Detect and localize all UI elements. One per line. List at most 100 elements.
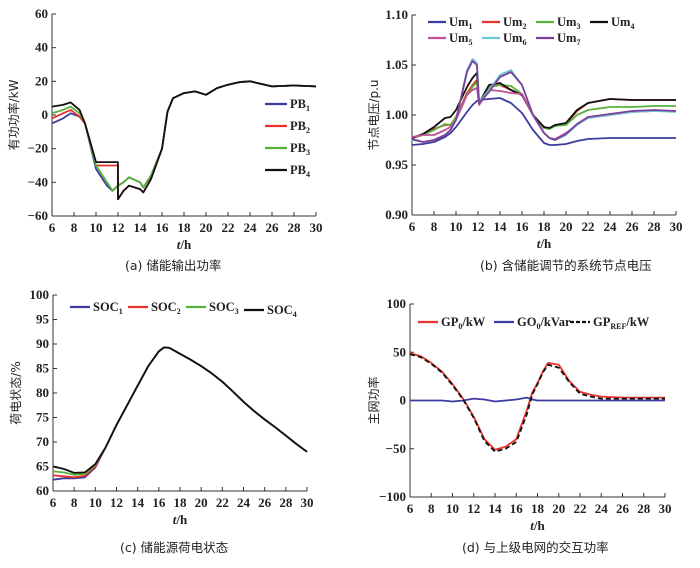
series-line-pb1 (51, 80, 317, 192)
series-line-gpref (409, 353, 665, 453)
y-tick-label: 95 (36, 312, 50, 327)
x-tick-label: 10 (446, 501, 459, 516)
series-line-pb2 (51, 80, 317, 201)
x-tick-label: 6 (409, 219, 416, 234)
x-axis-label: t/h (530, 518, 545, 533)
x-tick-label: 18 (531, 501, 545, 516)
x-tick-label: 28 (648, 219, 662, 234)
legend-label: GP0/kW (441, 315, 486, 331)
x-tick-label: 22 (582, 219, 595, 234)
x-tick-label: 8 (71, 220, 78, 235)
y-tick-label: 1.00 (385, 107, 408, 122)
y-tick-label: 60 (35, 6, 48, 21)
legend-label: Um2 (503, 15, 526, 31)
x-tick-label: 22 (222, 220, 235, 235)
series-line-soc4 (52, 346, 308, 474)
y-tick-label: 100 (30, 287, 50, 302)
x-axis-label: t/h (177, 237, 192, 252)
y-tick-label: 50 (393, 344, 406, 359)
y-tick-label: 100 (387, 296, 407, 311)
x-tick-label: 10 (90, 220, 103, 235)
x-tick-label: 10 (89, 495, 102, 510)
x-tick-label: 28 (637, 501, 651, 516)
y-axis-label: 荷电状态/% (9, 361, 23, 424)
x-tick-label: 14 (131, 495, 145, 510)
x-tick-label: 6 (49, 220, 56, 235)
legend-label: SOC4 (267, 303, 297, 319)
legend-label: PB3 (290, 141, 310, 157)
series-line-um1 (411, 97, 676, 146)
series-line-pb3 (51, 80, 317, 192)
x-tick-label: 8 (428, 501, 435, 516)
chart-caption: (a) 储能输出功率 (125, 258, 221, 273)
y-axis-label: 有功功率/kW (6, 79, 21, 150)
y-tick-label: 80 (36, 385, 49, 400)
y-tick-label: −40 (28, 174, 48, 189)
y-tick-label: 20 (35, 73, 48, 88)
x-tick-label: 6 (50, 495, 57, 510)
y-tick-label: 0.95 (385, 157, 408, 172)
x-tick-label: 12 (110, 495, 123, 510)
y-tick-label: 0.90 (385, 207, 408, 222)
x-tick-label: 20 (200, 220, 213, 235)
legend-label: GO0/kVar (517, 315, 571, 331)
series-line-soc1 (52, 346, 308, 481)
chart-b: 6 8 10 12 14 16 18 20 22 24 26 28 30 0.90 0.95 1.00 1.05… (367, 7, 683, 273)
x-tick-label: 12 (472, 219, 485, 234)
chart-caption: (b) 含储能调节的系统节点电压 (480, 258, 652, 273)
x-tick-label: 16 (510, 501, 524, 516)
legend-label: PB2 (290, 119, 310, 135)
x-tick-label: 8 (71, 495, 78, 510)
y-tick-label: 0 (400, 393, 407, 408)
legend-label: GPREF/kW (593, 315, 650, 331)
legend-label: Um7 (557, 31, 580, 47)
x-tick-label: 24 (595, 501, 609, 516)
chart-c: 6 8 10 12 14 16 18 20 22 24 26 28 30 60 65 70 75 80 85 90 95… (9, 287, 314, 555)
x-tick-label: 30 (659, 501, 672, 516)
y-tick-label: 75 (36, 410, 50, 425)
y-tick-label: 85 (36, 361, 50, 376)
legend-label: SOC1 (93, 300, 123, 316)
chart-caption: (d) 与上级电网的交互功率 (462, 540, 609, 555)
chart-d: 6 8 10 12 14 16 18 20 22 24 26 28 30 −100 −50 0 50 100 t/h… (366, 296, 672, 555)
legend-label: Um4 (611, 15, 634, 31)
x-tick-label: 26 (626, 219, 640, 234)
y-tick-label: 60 (36, 483, 49, 498)
legend-label: Um3 (557, 15, 580, 31)
x-tick-label: 30 (310, 220, 323, 235)
y-tick-label: 70 (36, 434, 49, 449)
y-tick-label: 40 (35, 40, 48, 55)
legend-label: Um5 (449, 31, 472, 47)
x-tick-label: 14 (134, 220, 148, 235)
y-tick-label: −100 (379, 489, 406, 504)
x-tick-label: 10 (450, 219, 463, 234)
series-line-um4 (411, 72, 676, 139)
x-tick-label: 14 (494, 219, 508, 234)
x-tick-label: 20 (195, 495, 208, 510)
x-tick-label: 20 (560, 219, 573, 234)
legend-label: PB1 (290, 97, 310, 113)
legend-label: SOC2 (151, 300, 181, 316)
y-axis-label: 主网功率 (366, 376, 381, 424)
chart-caption: (c) 储能源荷电状态 (120, 540, 228, 555)
x-tick-label: 28 (279, 495, 293, 510)
series-line-soc3 (52, 346, 308, 476)
y-tick-label: −50 (386, 441, 406, 456)
x-axis-label: t/h (173, 512, 188, 527)
y-tick-label: 90 (36, 336, 49, 351)
legend-label: Um1 (449, 15, 472, 31)
x-tick-label: 24 (604, 219, 618, 234)
legend-label: SOC3 (209, 300, 239, 316)
legend-label: Um6 (503, 31, 526, 47)
series-line-um3 (411, 81, 676, 139)
x-tick-label: 16 (516, 219, 530, 234)
x-tick-label: 26 (258, 495, 272, 510)
y-tick-label: 65 (36, 459, 50, 474)
x-tick-label: 26 (266, 220, 280, 235)
x-tick-label: 6 (407, 501, 414, 516)
y-axis-label: 节点电压/p.u (367, 79, 381, 150)
x-tick-label: 26 (616, 501, 630, 516)
x-tick-label: 8 (431, 219, 438, 234)
x-tick-label: 30 (301, 495, 314, 510)
